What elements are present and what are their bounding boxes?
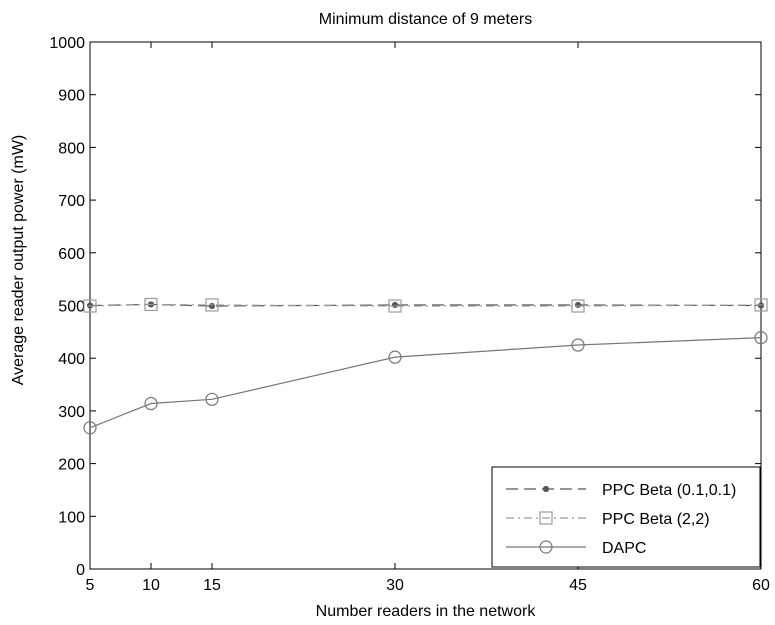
y-tick-label: 700	[58, 193, 85, 210]
legend-marker-0	[542, 485, 550, 493]
data-point-s1-0	[83, 299, 97, 313]
chart-title: Minimum distance of 9 meters	[319, 11, 532, 28]
data-point-s1-3	[388, 299, 402, 313]
x-tick-label: 30	[386, 577, 404, 594]
data-point-s1-1	[144, 297, 158, 312]
x-tick-label: 45	[569, 577, 587, 594]
data-point-s2-0	[83, 421, 97, 435]
data-point-s0-4	[574, 301, 582, 309]
legend-label: PPC Beta (0.1,0.1)	[602, 482, 736, 499]
y-tick-label: 200	[58, 457, 85, 474]
legend-box	[491, 466, 761, 568]
x-axis-label: Number readers in the network	[316, 603, 537, 620]
x-tick-label: 5	[86, 577, 95, 594]
x-tick-label: 10	[142, 577, 160, 594]
data-point-s2-2	[205, 392, 219, 406]
data-point-s0-3	[391, 301, 399, 309]
axes: 0 100 200 300 400 500 600 700 800 900 1000 5 10 15 30 4…	[49, 35, 770, 594]
data-point-s2-1	[144, 396, 158, 411]
y-tick-label: 500	[58, 299, 85, 316]
y-tick-label: 800	[58, 140, 85, 157]
data-point-s1-2	[205, 298, 219, 312]
legend-label: PPC Beta (2,2)	[602, 511, 710, 528]
y-tick-label: 1000	[49, 35, 85, 52]
data-point-s2-5	[754, 331, 768, 345]
plot-series	[83, 297, 768, 435]
y-tick-label: 100	[58, 509, 85, 526]
y-tick-label: 600	[58, 246, 85, 263]
y-tick-label: 400	[58, 351, 85, 368]
y-tick-label: 0	[76, 562, 85, 579]
y-tick-label: 300	[58, 404, 85, 421]
legend: PPC Beta (0.1,0.1) PPC Beta (2,2) DAPC	[491, 466, 761, 568]
data-point-s2-4	[571, 338, 585, 352]
data-point-s1-4	[571, 299, 585, 313]
legend-marker-1	[539, 511, 553, 525]
y-axis-label: Average reader output power (mW)	[10, 135, 27, 385]
legend-label: DAPC	[602, 540, 646, 557]
x-tick-label: 60	[752, 577, 770, 594]
y-tick-label: 900	[58, 88, 85, 105]
data-point-s0-2	[208, 302, 216, 310]
series-line-2	[89, 337, 762, 429]
x-tick-label: 15	[203, 577, 221, 594]
data-point-s1-5	[754, 298, 768, 312]
legend-marker-2	[539, 540, 553, 554]
data-point-s2-3	[388, 350, 402, 364]
